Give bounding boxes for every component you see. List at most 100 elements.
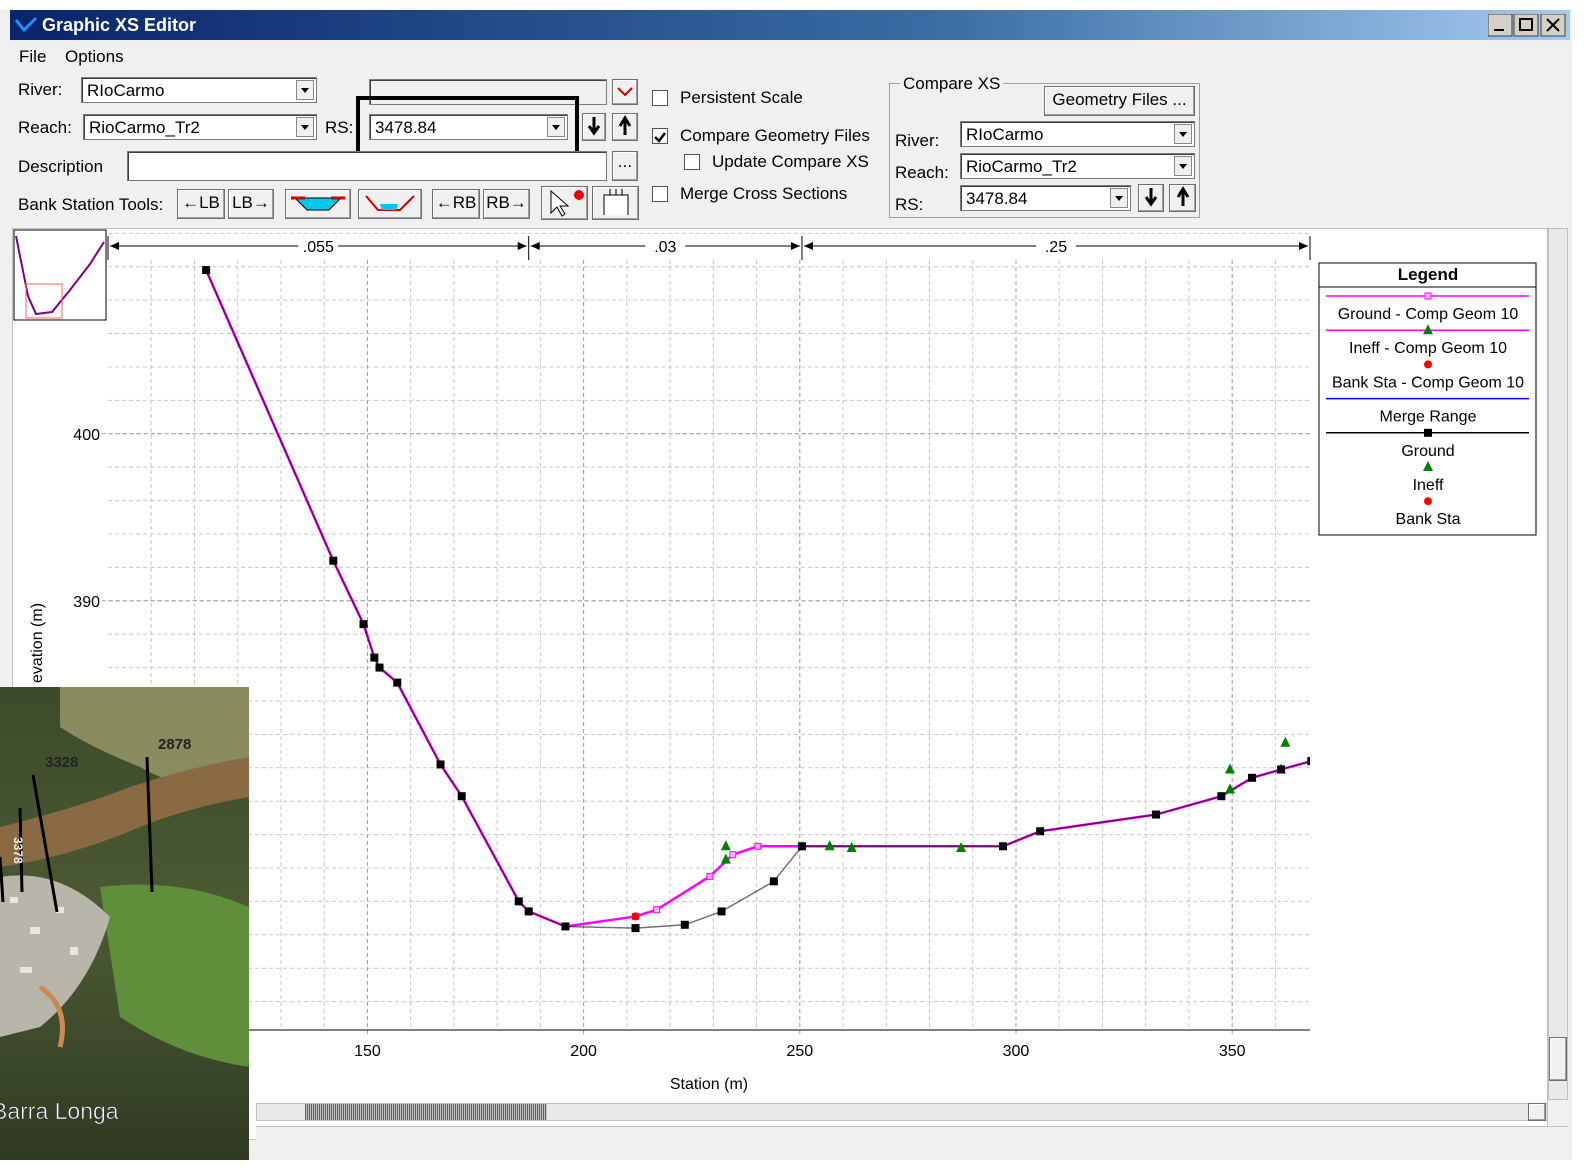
square-marker xyxy=(330,557,337,564)
circle-marker xyxy=(1424,360,1432,368)
combo-value: RIoCarmo xyxy=(966,125,1043,145)
compare-reach-combo[interactable]: RioCarmo_Tr2 xyxy=(960,153,1195,179)
description-button[interactable]: ... xyxy=(612,151,638,181)
bank-button[interactable]: ←LB xyxy=(177,189,225,219)
dropdown[interactable] xyxy=(1174,124,1192,144)
label: Reach: xyxy=(895,163,949,183)
n-label: .03 xyxy=(654,239,676,256)
label: River: xyxy=(895,131,939,151)
square-marker xyxy=(394,679,401,686)
circle-marker xyxy=(1424,497,1432,505)
square-marker xyxy=(515,898,522,905)
tool-button[interactable] xyxy=(285,189,351,219)
page: Graphic XS Editor File Options River: RI… xyxy=(0,0,1588,1175)
n-label: .055 xyxy=(303,239,334,256)
n-label: .25 xyxy=(1045,239,1067,256)
legend-label: Ineff xyxy=(1413,477,1444,494)
plot-button[interactable] xyxy=(612,79,638,105)
y-tick-label: 400 xyxy=(73,427,100,444)
down-button[interactable] xyxy=(582,113,606,141)
icon xyxy=(1140,185,1162,209)
compare-rs-combo[interactable]: 3478.84 xyxy=(960,185,1131,211)
square-marker xyxy=(798,843,805,850)
square-marker xyxy=(730,852,736,858)
icon xyxy=(594,187,638,219)
checkbox-label: Compare Geometry Files xyxy=(680,126,870,146)
title-bar xyxy=(10,10,1570,40)
menu-item[interactable]: Options xyxy=(65,47,124,67)
scroll-thumb[interactable] xyxy=(305,1104,547,1120)
square-marker xyxy=(1425,293,1431,299)
scroll-thumb[interactable] xyxy=(1549,1037,1567,1081)
x-tick-label: 250 xyxy=(786,1043,813,1060)
x-tick-label: 350 xyxy=(1219,1043,1246,1060)
up-button[interactable] xyxy=(612,113,638,141)
icon xyxy=(584,114,604,138)
scroll-arrow[interactable] xyxy=(1528,1103,1546,1121)
icon xyxy=(614,114,636,138)
thumbnail[interactable] xyxy=(14,230,106,320)
app-icon xyxy=(14,16,38,34)
square-marker xyxy=(681,921,688,928)
icon xyxy=(287,190,349,218)
label: RS: xyxy=(325,118,353,138)
pan-tool[interactable] xyxy=(592,186,639,220)
status-bar xyxy=(256,1126,1568,1159)
check-path xyxy=(655,133,665,141)
square-marker xyxy=(1425,429,1432,436)
select-tool[interactable] xyxy=(541,186,588,220)
tool-button[interactable] xyxy=(358,189,422,219)
dropdown[interactable] xyxy=(1174,156,1192,176)
square-marker xyxy=(458,793,465,800)
combo-value: RIoCarmo xyxy=(87,81,164,101)
window-controls[interactable] xyxy=(1488,14,1568,38)
reach-combo[interactable]: RioCarmo_Tr2 xyxy=(83,114,317,140)
vertical-scrollbar[interactable] xyxy=(1548,228,1568,1100)
label: Description xyxy=(18,157,103,177)
checkbox[interactable] xyxy=(652,186,668,202)
legend-label: Bank Sta xyxy=(1396,511,1461,528)
label: Bank Station Tools: xyxy=(18,195,163,215)
legend-label: Merge Range xyxy=(1380,409,1477,426)
legend-label: Ground xyxy=(1401,443,1454,460)
dropdown[interactable] xyxy=(296,117,314,137)
up-button[interactable] xyxy=(1169,184,1196,212)
checkbox[interactable] xyxy=(684,154,700,170)
legend-label: Ground - Comp Geom 10 xyxy=(1338,306,1519,323)
river-combo[interactable]: RIoCarmo xyxy=(81,77,317,103)
square-marker xyxy=(718,908,725,915)
square-marker xyxy=(376,664,383,671)
legend-label: Ineff - Comp Geom 10 xyxy=(1349,340,1507,357)
x-tick-label: 200 xyxy=(570,1043,597,1060)
section-label: 3378 xyxy=(11,837,25,864)
square-marker xyxy=(755,843,761,849)
window-title: Graphic XS Editor xyxy=(42,15,196,36)
bank-button[interactable]: LB→ xyxy=(228,189,274,219)
square-marker xyxy=(525,908,532,915)
label: RS: xyxy=(895,195,923,215)
dropdown[interactable] xyxy=(296,80,314,100)
legend-label: Bank Sta - Comp Geom 10 xyxy=(1332,374,1524,391)
x-tick-label: 150 xyxy=(354,1043,381,1060)
description-input[interactable] xyxy=(127,151,607,181)
checkbox[interactable] xyxy=(652,90,668,106)
dropdown[interactable] xyxy=(1110,188,1128,208)
down-button[interactable] xyxy=(1138,184,1164,212)
geometry-files-button[interactable]: Geometry Files ... xyxy=(1044,86,1195,116)
bank-button[interactable]: ←RB xyxy=(432,189,480,219)
compare-river-combo[interactable]: RIoCarmo xyxy=(960,121,1195,147)
square-marker xyxy=(1218,793,1225,800)
group-title: Compare XS xyxy=(900,74,1003,94)
combo-value: RioCarmo_Tr2 xyxy=(89,118,200,138)
bank-button[interactable]: RB→ xyxy=(483,189,530,219)
square-marker xyxy=(360,621,367,628)
y-tick-label: 390 xyxy=(73,594,100,611)
menu-item[interactable]: File xyxy=(19,47,46,67)
square-marker xyxy=(1249,774,1256,781)
section-label: 3328 xyxy=(45,754,78,771)
checkbox[interactable] xyxy=(652,128,668,144)
checkbox-label: Merge Cross Sections xyxy=(680,184,847,204)
circle-marker xyxy=(631,912,639,920)
square-marker xyxy=(371,654,378,661)
